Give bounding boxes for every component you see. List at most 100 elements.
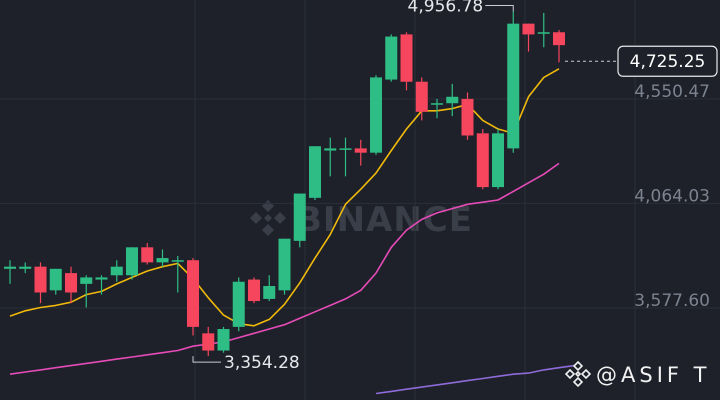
candle-down — [141, 243, 154, 265]
y-axis: 4,550.47 4,064.03 3,577.60 — [634, 82, 710, 311]
candle-body — [202, 333, 215, 351]
candle-up — [446, 83, 459, 117]
candle-body — [537, 32, 550, 34]
candle-body — [446, 96, 459, 104]
candle-up — [171, 255, 184, 293]
candle-up — [324, 137, 337, 177]
candle-body — [553, 32, 565, 46]
candle-body — [370, 77, 382, 153]
candle-down — [187, 258, 199, 336]
y-tick-label: 4,550.47 — [634, 82, 710, 102]
candle-down — [522, 23, 535, 52]
candle-body — [156, 258, 169, 263]
candle-body — [217, 329, 230, 351]
candle-up — [156, 249, 169, 267]
watermark-text: BINANCE — [296, 200, 473, 240]
candle-body — [126, 247, 138, 276]
candle-up — [4, 260, 16, 284]
candle-body — [141, 247, 154, 263]
candle-body — [309, 146, 321, 198]
candles — [4, 11, 565, 357]
candle-up — [19, 262, 32, 274]
candle-body — [80, 277, 93, 284]
candle-up — [126, 247, 138, 280]
candle-up — [339, 137, 352, 177]
candle-down — [476, 129, 489, 190]
high-leader-line — [485, 4, 514, 12]
current-price-marker: 4,725.25 — [565, 45, 718, 77]
candle-down — [415, 77, 428, 121]
candle-body — [263, 286, 276, 299]
high-label: 4,956.78 — [408, 0, 484, 16]
candle-down — [461, 92, 474, 140]
candle-body — [492, 133, 504, 188]
candle-up — [507, 11, 520, 153]
candle-down — [553, 30, 565, 63]
candle-body — [293, 193, 306, 241]
high-annotation: 4,956.78 — [408, 0, 514, 16]
candle-body — [19, 266, 32, 269]
candle-body — [324, 148, 337, 151]
candle-body — [110, 266, 123, 276]
candle-up — [232, 277, 245, 332]
credit-text: @ASIF T — [596, 363, 710, 387]
candle-down — [34, 262, 47, 304]
low-annotation: 3,354.28 — [192, 353, 300, 373]
candle-body — [385, 36, 398, 80]
candle-body — [461, 98, 474, 136]
candle-body — [49, 268, 62, 291]
candle-down — [354, 139, 367, 166]
candle-body — [232, 281, 245, 327]
candle-body — [400, 34, 413, 82]
candle-body — [354, 148, 367, 153]
candle-up — [95, 275, 108, 295]
candle-body — [4, 266, 16, 269]
ma-mid-line — [9, 162, 560, 375]
candle-up — [217, 326, 230, 353]
current-price-box — [617, 45, 718, 77]
y-tick-label: 3,577.60 — [634, 291, 710, 311]
candle-body — [476, 133, 489, 188]
candle-up — [370, 75, 382, 155]
candle-body — [278, 238, 291, 291]
candle-down — [202, 326, 215, 357]
candle-up — [431, 98, 443, 119]
ma-long-line — [375, 364, 575, 395]
candle-down — [248, 277, 260, 304]
candle-body — [507, 23, 520, 149]
candle-down — [65, 266, 77, 304]
y-tick-label: 4,064.03 — [634, 186, 710, 206]
candle-body — [171, 260, 184, 262]
candle-body — [248, 279, 260, 302]
annotations: 4,956.78 3,354.28 — [192, 0, 514, 373]
candle-body — [522, 23, 535, 35]
candle-up — [110, 260, 123, 282]
candle-body — [95, 277, 108, 280]
candle-body — [65, 273, 77, 293]
binance-logo-icon — [564, 360, 592, 388]
candle-down — [400, 32, 413, 91]
candle-up — [49, 268, 62, 295]
low-leader-line — [192, 356, 221, 363]
candle-up — [537, 12, 550, 48]
current-price-label: 4,725.25 — [630, 52, 706, 72]
credit: @ASIF T — [564, 360, 710, 388]
candle-up — [80, 275, 93, 308]
candle-up — [492, 129, 504, 190]
watermark: BINANCE — [250, 200, 473, 240]
candle-body — [431, 103, 443, 105]
candle-body — [187, 260, 199, 327]
candle-body — [339, 148, 352, 150]
candle-body — [415, 81, 428, 112]
candle-up — [278, 238, 291, 295]
binance-logo-icon — [250, 200, 286, 236]
low-label: 3,354.28 — [224, 353, 300, 373]
candle-up — [293, 193, 306, 248]
candle-up — [385, 34, 398, 82]
candle-up — [309, 146, 321, 200]
candle-up — [263, 275, 276, 302]
